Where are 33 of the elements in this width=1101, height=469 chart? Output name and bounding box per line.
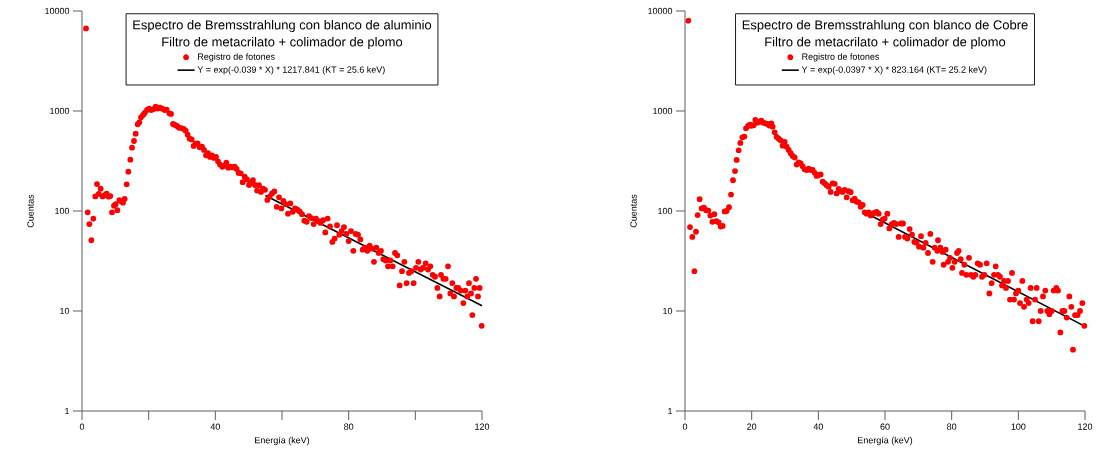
y-tick-label: 1 xyxy=(65,407,70,415)
y-tick-label: 10000 xyxy=(45,7,70,15)
x-axis-title: Energía (keV) xyxy=(858,436,913,446)
y-tick-label: 1000 xyxy=(653,107,673,115)
y-tick-label: 1 xyxy=(668,407,673,415)
x-tick-label: 120 xyxy=(475,423,490,430)
y-tick-label: 1000 xyxy=(50,107,70,115)
x-tick-label: 100 xyxy=(1011,423,1026,430)
y-tick-label: 100 xyxy=(55,207,70,215)
legend-label: Registro de fotones xyxy=(802,53,880,62)
x-tick-label: 120 xyxy=(1078,423,1093,430)
y-axis-title: Cuentas xyxy=(27,194,34,228)
y-tick-label: 10 xyxy=(60,307,70,315)
text: Filtro de metacrilato + colimador de plomo xyxy=(765,36,1006,50)
x-tick-label: 60 xyxy=(880,423,890,430)
text: Espectro de Bremsstrahlung con blanco de aluminio xyxy=(133,19,432,33)
legend-label: Registro de fotones xyxy=(198,53,275,62)
x-tick-label: 80 xyxy=(344,423,354,430)
x-tick-label: 80 xyxy=(947,423,957,430)
y-tick-label: 10000 xyxy=(648,7,673,15)
x-tick-label: 0 xyxy=(79,423,85,430)
legend-label: Y = exp(-0.0397 * X) * 823.164 (KT= 25.2 keV) xyxy=(801,66,987,75)
x-tick-label: 40 xyxy=(813,423,823,430)
x-axis-title: Energía (keV) xyxy=(255,436,310,446)
x-tick-label: 0 xyxy=(682,423,688,430)
x-tick-label: 20 xyxy=(747,423,757,430)
text: Filtro de metacrilato + colimador de plomo xyxy=(162,36,403,50)
y-axis-title: Cuentas xyxy=(630,194,637,228)
x-tick-label: 40 xyxy=(210,423,220,430)
y-tick-label: 10 xyxy=(663,307,673,315)
y-tick-label: 100 xyxy=(658,207,673,215)
text: Espectro de Bremsstrahlung con blanco de Cobre xyxy=(742,19,1028,33)
legend-label: Y = exp(-0.039 * X) * 1217.841 (KT = 25.6 keV) xyxy=(197,66,385,75)
